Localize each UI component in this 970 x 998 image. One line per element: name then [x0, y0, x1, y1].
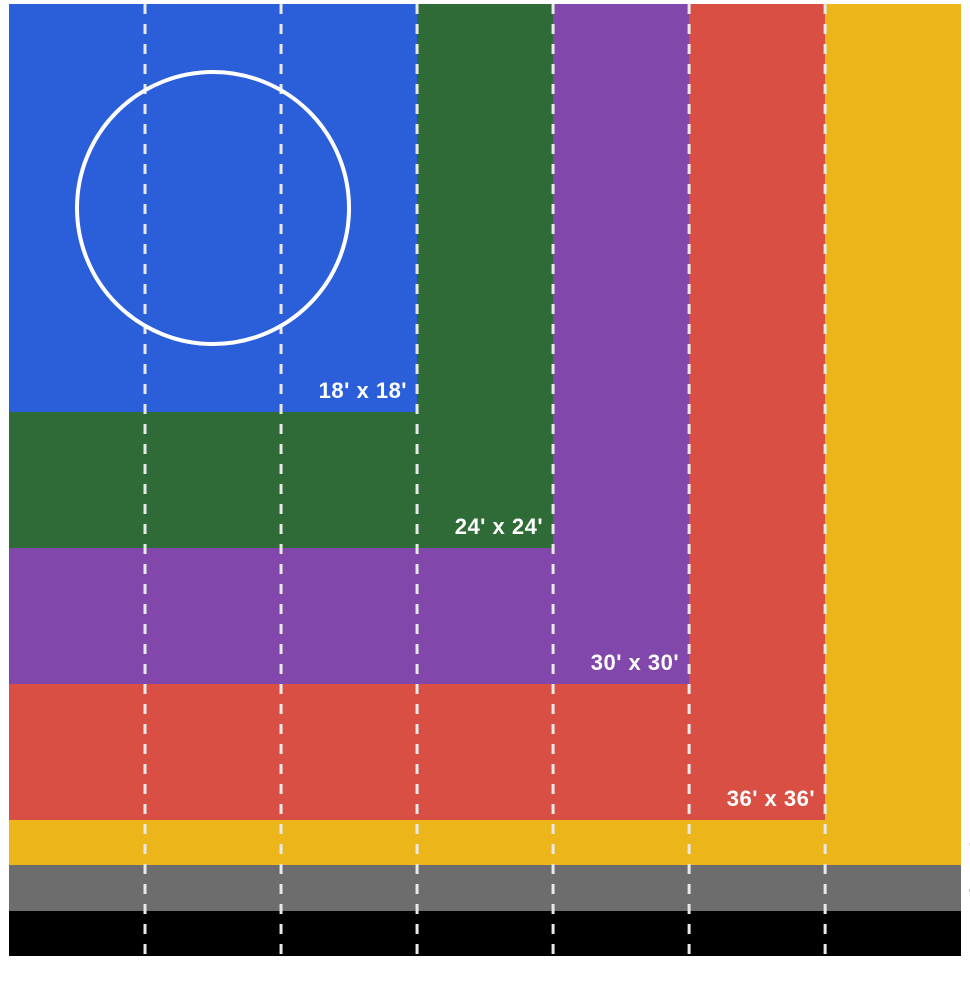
label-r18x18: 18' x 18' — [287, 378, 407, 404]
label-r24x24: 24' x 24' — [423, 514, 543, 540]
size-diagram: 42' x 42'42' x 40'42' x 38'36' x 36'30' … — [0, 0, 970, 998]
label-r30x30: 30' x 30' — [559, 650, 679, 676]
label-r36x36: 36' x 36' — [695, 786, 815, 812]
center-circle — [73, 68, 353, 348]
